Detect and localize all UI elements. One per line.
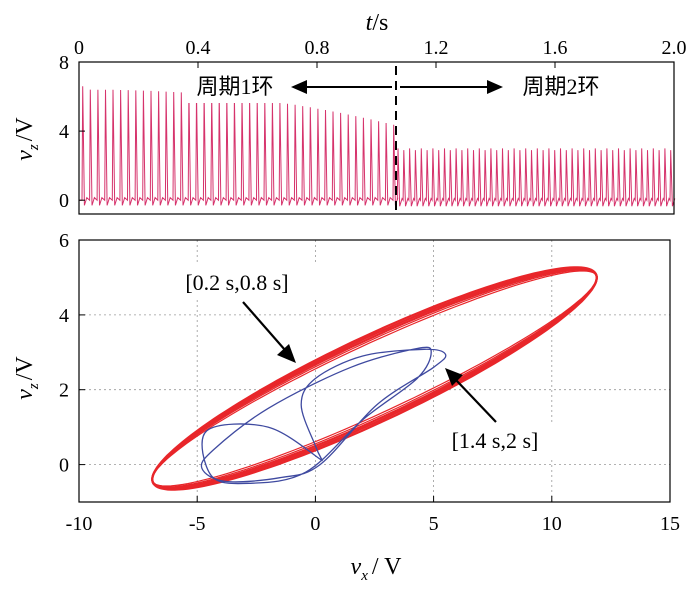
time-tick-label: 0.8: [305, 37, 330, 59]
annotation-period1: 周期1环: [196, 74, 273, 99]
label-red-interval: [0.2 s,0.8 s]: [185, 270, 288, 295]
vz-phase-tick-label: 6: [59, 230, 69, 252]
vx-tick-label: -5: [189, 513, 206, 535]
time-tick-label: 2.0: [662, 37, 687, 59]
label-blue-bg: [433, 423, 558, 457]
vz-phase-tick-label: 2: [59, 380, 69, 402]
phase-traces: [151, 266, 598, 491]
time-tick-label: 1.2: [424, 37, 449, 59]
time-series-y-label: vz/V: [12, 117, 42, 161]
blue-orbit-trace: [200, 346, 447, 485]
arrow-label-red-head: [277, 344, 296, 363]
time-tick-label: 0.4: [186, 37, 211, 59]
annotation-period2-bg: [508, 71, 614, 103]
time-series-trace: [79, 86, 676, 207]
vz-phase-tick-label: 0: [59, 455, 69, 477]
time-series-frame: [78, 61, 675, 215]
phase-x-label: vx / V: [351, 554, 403, 584]
vx-tick-label: 5: [429, 513, 439, 535]
vz-tick-label: 0: [59, 190, 69, 212]
vx-tick-label: 15: [660, 513, 680, 535]
label-red-bg: [152, 265, 322, 299]
vx-tick-label: 0: [310, 513, 320, 535]
phase-grid: [79, 240, 670, 502]
phase-y-label: vz/V: [12, 356, 42, 400]
time-tick-label: 1.6: [543, 37, 568, 59]
arrow-label-blue: [455, 379, 497, 423]
time-series-panel: 0 0.4 0.8 1.2 1.6 2.0 0 4 8 周期1环 周期2环 t/s vz/V: [12, 10, 687, 215]
vx-tick-label: -10: [66, 513, 93, 535]
label-blue-interval: [1.4 s,2 s]: [452, 428, 539, 453]
phase-portrait-panel: -10 -5 0 5 10 15 0 2 4 6 [0.2 s,0.8 s] [1.4 s,2 s…: [12, 230, 680, 584]
arrow-period2-head: [487, 80, 503, 94]
vx-tick-label: 10: [542, 513, 562, 535]
vz-phase-tick-label: 4: [59, 305, 69, 327]
time-tick-label: 0: [74, 37, 84, 59]
arrow-period1-head: [291, 80, 307, 94]
red-orbit-trace: [151, 266, 598, 491]
vz-tick-label: 4: [59, 121, 69, 143]
vz-tick-label: 8: [59, 52, 69, 74]
annotation-period2: 周期2环: [522, 74, 599, 99]
vz-time-series-line: [79, 86, 676, 207]
phase-frame: [78, 239, 671, 503]
arrow-label-blue-head: [445, 368, 463, 386]
annotation-period1-bg: [182, 71, 288, 103]
arrow-label-red: [242, 301, 286, 351]
time-axis-label: t/s: [366, 10, 389, 36]
phase-ticks: -10 -5 0 5 10 15 0 2 4 6: [59, 230, 680, 535]
